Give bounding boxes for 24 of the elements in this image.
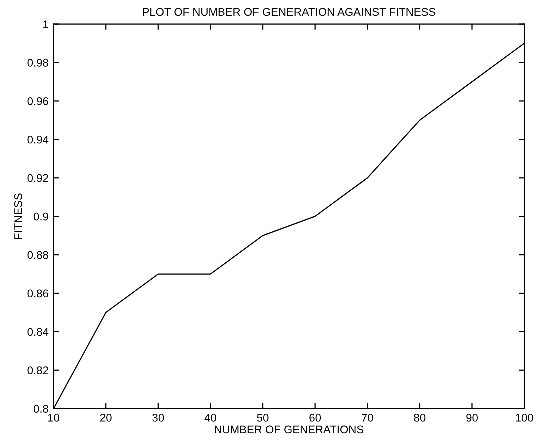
- y-tick-label: 0.96: [28, 97, 48, 106]
- x-tick-label: 20: [100, 414, 112, 422]
- y-tick-label: 0.86: [28, 290, 48, 298]
- y-tick-label: 0.98: [28, 59, 48, 67]
- x-tick-label: 50: [257, 414, 269, 422]
- x-tick-label: 70: [362, 414, 374, 422]
- chart-title: PLOT OF NUMBER OF GENERATION AGAINST FITNESS: [143, 8, 436, 16]
- y-tick-label: 0.92: [28, 174, 48, 182]
- y-tick-label: 0.8: [34, 405, 48, 413]
- y-axis-title: FITNESS: [14, 194, 22, 240]
- y-tick-label: 0.88: [28, 251, 48, 260]
- x-tick-label: 60: [310, 414, 322, 422]
- y-tick-label: 0.94: [28, 136, 49, 144]
- y-tick-label: 1: [44, 20, 48, 28]
- x-tick-label: 80: [414, 414, 426, 422]
- y-tick-label: 0.82: [28, 366, 48, 375]
- x-tick-label: 30: [152, 414, 164, 422]
- x-tick-label: 40: [204, 414, 216, 422]
- x-tick-label: 10: [48, 414, 60, 422]
- y-tick-label: 0.84: [28, 328, 49, 336]
- x-tick-label: 100: [516, 414, 534, 422]
- y-tick-label: 0.9: [34, 212, 48, 221]
- x-axis-title: NUMBER OF GENERATIONS: [215, 426, 364, 434]
- x-tick-label: 90: [466, 414, 478, 422]
